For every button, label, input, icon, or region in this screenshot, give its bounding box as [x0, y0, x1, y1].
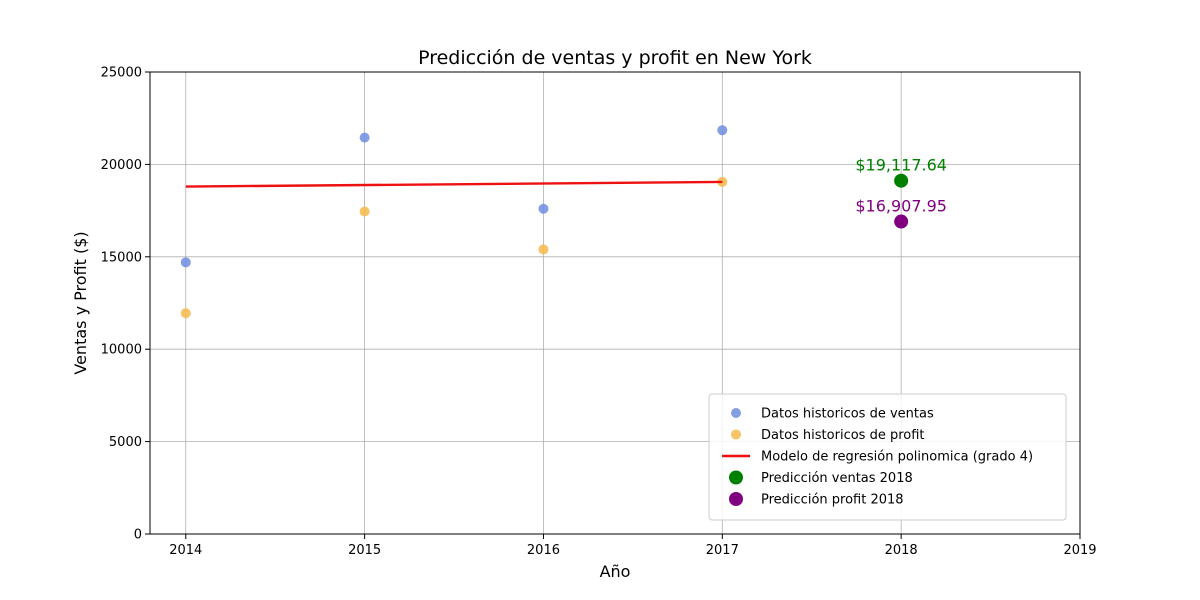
- data-point-datos-historicos-de-ventas: [359, 132, 370, 143]
- legend-label: Predicción ventas 2018: [761, 471, 913, 486]
- y-tick-label: 20000: [101, 158, 142, 173]
- data-label-prediccion-profit-2018: $16,907.95: [855, 197, 947, 216]
- x-tick-label: 2014: [169, 543, 202, 558]
- x-tick-label: 2018: [885, 543, 918, 558]
- data-point-datos-historicos-de-profit: [538, 244, 549, 255]
- x-tick-label: 2019: [1063, 543, 1096, 558]
- chart-title: Predicción de ventas y profit en New Yor…: [418, 47, 812, 69]
- y-tick-label: 5000: [109, 435, 142, 450]
- series-line-modelo-de-regresion-polinomica-grado-4: [185, 180, 723, 188]
- data-label-prediccion-ventas-2018: $19,117.64: [855, 156, 947, 175]
- legend-swatch: [729, 470, 743, 485]
- data-point-prediccion-ventas-2018: [894, 173, 909, 188]
- data-point-datos-historicos-de-ventas: [717, 125, 728, 136]
- annotations: $19,117.64 $16,907.95: [855, 156, 947, 216]
- legend-swatch: [731, 408, 741, 418]
- series-layer: [180, 125, 909, 319]
- legend: Datos historicos de ventas Datos historic…: [708, 393, 1067, 521]
- data-point-prediccion-profit-2018: [894, 214, 909, 229]
- data-point-datos-historicos-de-profit: [359, 206, 370, 217]
- data-point-datos-historicos-de-profit: [180, 308, 191, 319]
- y-tick-label: 25000: [101, 66, 142, 81]
- legend-swatch: [729, 492, 743, 506]
- y-tick-label: 10000: [101, 343, 142, 358]
- legend-swatch: [731, 429, 741, 440]
- legend-label: Datos historicos de profit: [761, 428, 925, 443]
- x-tick-label: 2017: [706, 543, 739, 558]
- x-tick-label: 2015: [348, 543, 381, 558]
- y-axis-label: Ventas y Profit ($): [71, 231, 90, 374]
- axes: 2014 2015 2016 2017 2018 2019 0 5000 10000 15000 2…: [101, 66, 1097, 559]
- plot-frame: [149, 71, 1081, 535]
- data-point-datos-historicos-de-ventas: [180, 257, 191, 268]
- data-point-datos-historicos-de-ventas: [538, 203, 549, 214]
- legend-box: [708, 393, 1067, 521]
- legend-label: Predicción profit 2018: [761, 493, 904, 508]
- x-axis-label: Año: [600, 562, 631, 581]
- y-tick-label: 15000: [101, 250, 142, 265]
- legend-label: Datos historicos de ventas: [761, 407, 934, 422]
- legend-label: Modelo de regresión polinomica (grado 4): [761, 450, 1033, 465]
- y-tick-label: 0: [134, 528, 142, 543]
- x-tick-label: 2016: [527, 543, 560, 558]
